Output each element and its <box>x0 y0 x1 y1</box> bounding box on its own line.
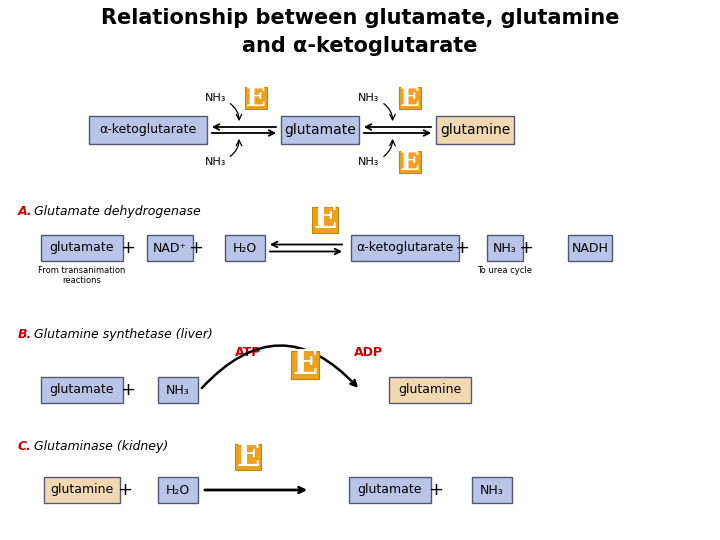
FancyBboxPatch shape <box>472 477 512 503</box>
FancyBboxPatch shape <box>89 116 207 144</box>
Text: NH₃: NH₃ <box>480 483 504 496</box>
Text: +: + <box>117 481 132 499</box>
FancyBboxPatch shape <box>158 377 198 403</box>
FancyBboxPatch shape <box>398 87 420 109</box>
FancyBboxPatch shape <box>41 235 123 261</box>
Text: glutamate: glutamate <box>284 123 356 137</box>
Text: glutamine: glutamine <box>50 483 114 496</box>
Text: α-ketoglutarate: α-ketoglutarate <box>99 124 197 137</box>
Text: H₂O: H₂O <box>233 241 257 254</box>
Text: From transanimation
reactions: From transanimation reactions <box>38 266 126 286</box>
Text: H₂O: H₂O <box>166 483 190 496</box>
Text: B.: B. <box>18 328 32 341</box>
FancyBboxPatch shape <box>158 477 198 503</box>
Text: glutamine: glutamine <box>398 383 462 396</box>
FancyBboxPatch shape <box>351 235 459 261</box>
FancyBboxPatch shape <box>568 235 612 261</box>
Text: NH₃: NH₃ <box>358 93 379 103</box>
Text: Relationship between glutamate, glutamine: Relationship between glutamate, glutamin… <box>101 8 619 28</box>
Text: ATP: ATP <box>235 347 261 360</box>
Text: Glutaminase (kidney): Glutaminase (kidney) <box>30 440 168 453</box>
Text: glutamine: glutamine <box>440 123 510 137</box>
FancyBboxPatch shape <box>235 444 261 470</box>
Text: +: + <box>120 381 135 399</box>
Text: E: E <box>400 150 420 174</box>
Text: NH₃: NH₃ <box>358 157 379 167</box>
Text: Glutamate dehydrogenase: Glutamate dehydrogenase <box>30 205 201 218</box>
Text: glutamate: glutamate <box>50 241 114 254</box>
Text: glutamate: glutamate <box>50 383 114 396</box>
Text: +: + <box>189 239 204 257</box>
FancyBboxPatch shape <box>41 377 123 403</box>
FancyBboxPatch shape <box>44 477 120 503</box>
Text: C.: C. <box>18 440 32 453</box>
FancyBboxPatch shape <box>312 207 338 233</box>
FancyBboxPatch shape <box>147 235 193 261</box>
FancyBboxPatch shape <box>349 477 431 503</box>
FancyBboxPatch shape <box>245 87 267 109</box>
FancyBboxPatch shape <box>291 351 319 379</box>
FancyBboxPatch shape <box>281 116 359 144</box>
Text: E: E <box>236 442 260 472</box>
Text: and α-ketoglutarate: and α-ketoglutarate <box>242 36 478 56</box>
Text: E: E <box>400 85 420 111</box>
Text: ADP: ADP <box>354 347 382 360</box>
Text: E: E <box>313 205 337 235</box>
Text: +: + <box>518 239 534 257</box>
Text: +: + <box>120 239 135 257</box>
FancyBboxPatch shape <box>487 235 523 261</box>
Text: +: + <box>428 481 444 499</box>
Text: NADH: NADH <box>572 241 608 254</box>
FancyBboxPatch shape <box>389 377 471 403</box>
FancyBboxPatch shape <box>398 151 420 173</box>
FancyBboxPatch shape <box>436 116 514 144</box>
Text: α-ketoglutarate: α-ketoglutarate <box>356 241 454 254</box>
FancyBboxPatch shape <box>225 235 265 261</box>
Text: glutamate: glutamate <box>358 483 422 496</box>
Text: +: + <box>454 239 469 257</box>
Text: E: E <box>246 85 266 111</box>
Text: NH₃: NH₃ <box>204 93 226 103</box>
Text: NH₃: NH₃ <box>493 241 517 254</box>
Text: Glutamine synthetase (liver): Glutamine synthetase (liver) <box>30 328 212 341</box>
Text: E: E <box>292 348 318 381</box>
Text: A.: A. <box>18 205 32 218</box>
Text: NH₃: NH₃ <box>204 157 226 167</box>
Text: NH₃: NH₃ <box>166 383 190 396</box>
Text: To urea cycle: To urea cycle <box>477 266 533 275</box>
Text: NAD⁺: NAD⁺ <box>153 241 187 254</box>
